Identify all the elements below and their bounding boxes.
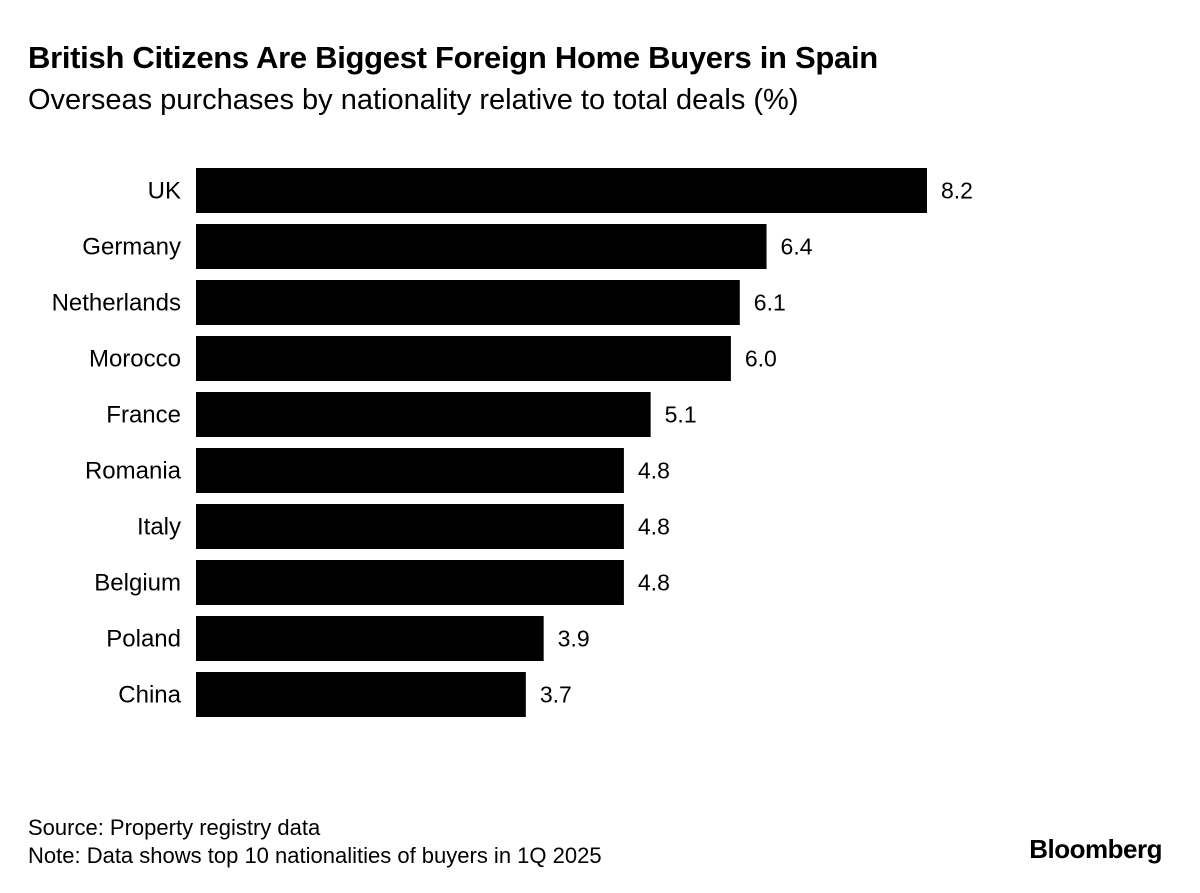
category-label: Romania xyxy=(85,458,182,485)
bar-germany xyxy=(196,224,767,269)
category-label: Morocco xyxy=(89,346,181,373)
chart-subtitle: Overseas purchases by nationality relati… xyxy=(28,84,799,116)
category-label: China xyxy=(118,682,181,709)
category-label: Germany xyxy=(82,234,181,261)
bar-france xyxy=(196,392,651,437)
bar-morocco xyxy=(196,336,731,381)
bar-poland xyxy=(196,616,544,661)
data-note: Note: Data shows top 10 nationalities of… xyxy=(28,843,602,868)
category-label: Italy xyxy=(137,514,181,541)
chart-title: British Citizens Are Biggest Foreign Hom… xyxy=(28,40,878,75)
source-note: Source: Property registry data xyxy=(28,815,321,840)
value-label: 4.8 xyxy=(638,458,670,484)
category-label: UK xyxy=(148,178,181,205)
value-label: 5.1 xyxy=(665,402,697,428)
bar-belgium xyxy=(196,560,624,605)
value-label: 6.1 xyxy=(754,290,786,316)
value-label: 3.9 xyxy=(558,626,590,652)
bar-netherlands xyxy=(196,280,740,325)
value-label: 8.2 xyxy=(941,178,973,204)
category-label: France xyxy=(106,402,181,429)
category-label: Poland xyxy=(106,626,181,653)
chart-footer: Source: Property registry data Note: Dat… xyxy=(28,814,602,870)
category-label: Belgium xyxy=(94,570,181,597)
value-label: 6.4 xyxy=(781,234,813,260)
bar-italy xyxy=(196,504,624,549)
bloomberg-logo: Bloomberg xyxy=(1029,834,1162,864)
value-label: 6.0 xyxy=(745,346,777,372)
bar-romania xyxy=(196,448,624,493)
value-label: 4.8 xyxy=(638,570,670,596)
value-label: 3.7 xyxy=(540,682,572,708)
value-label: 4.8 xyxy=(638,514,670,540)
bar-uk xyxy=(196,168,927,213)
category-label: Netherlands xyxy=(52,290,181,317)
bar-china xyxy=(196,672,526,717)
